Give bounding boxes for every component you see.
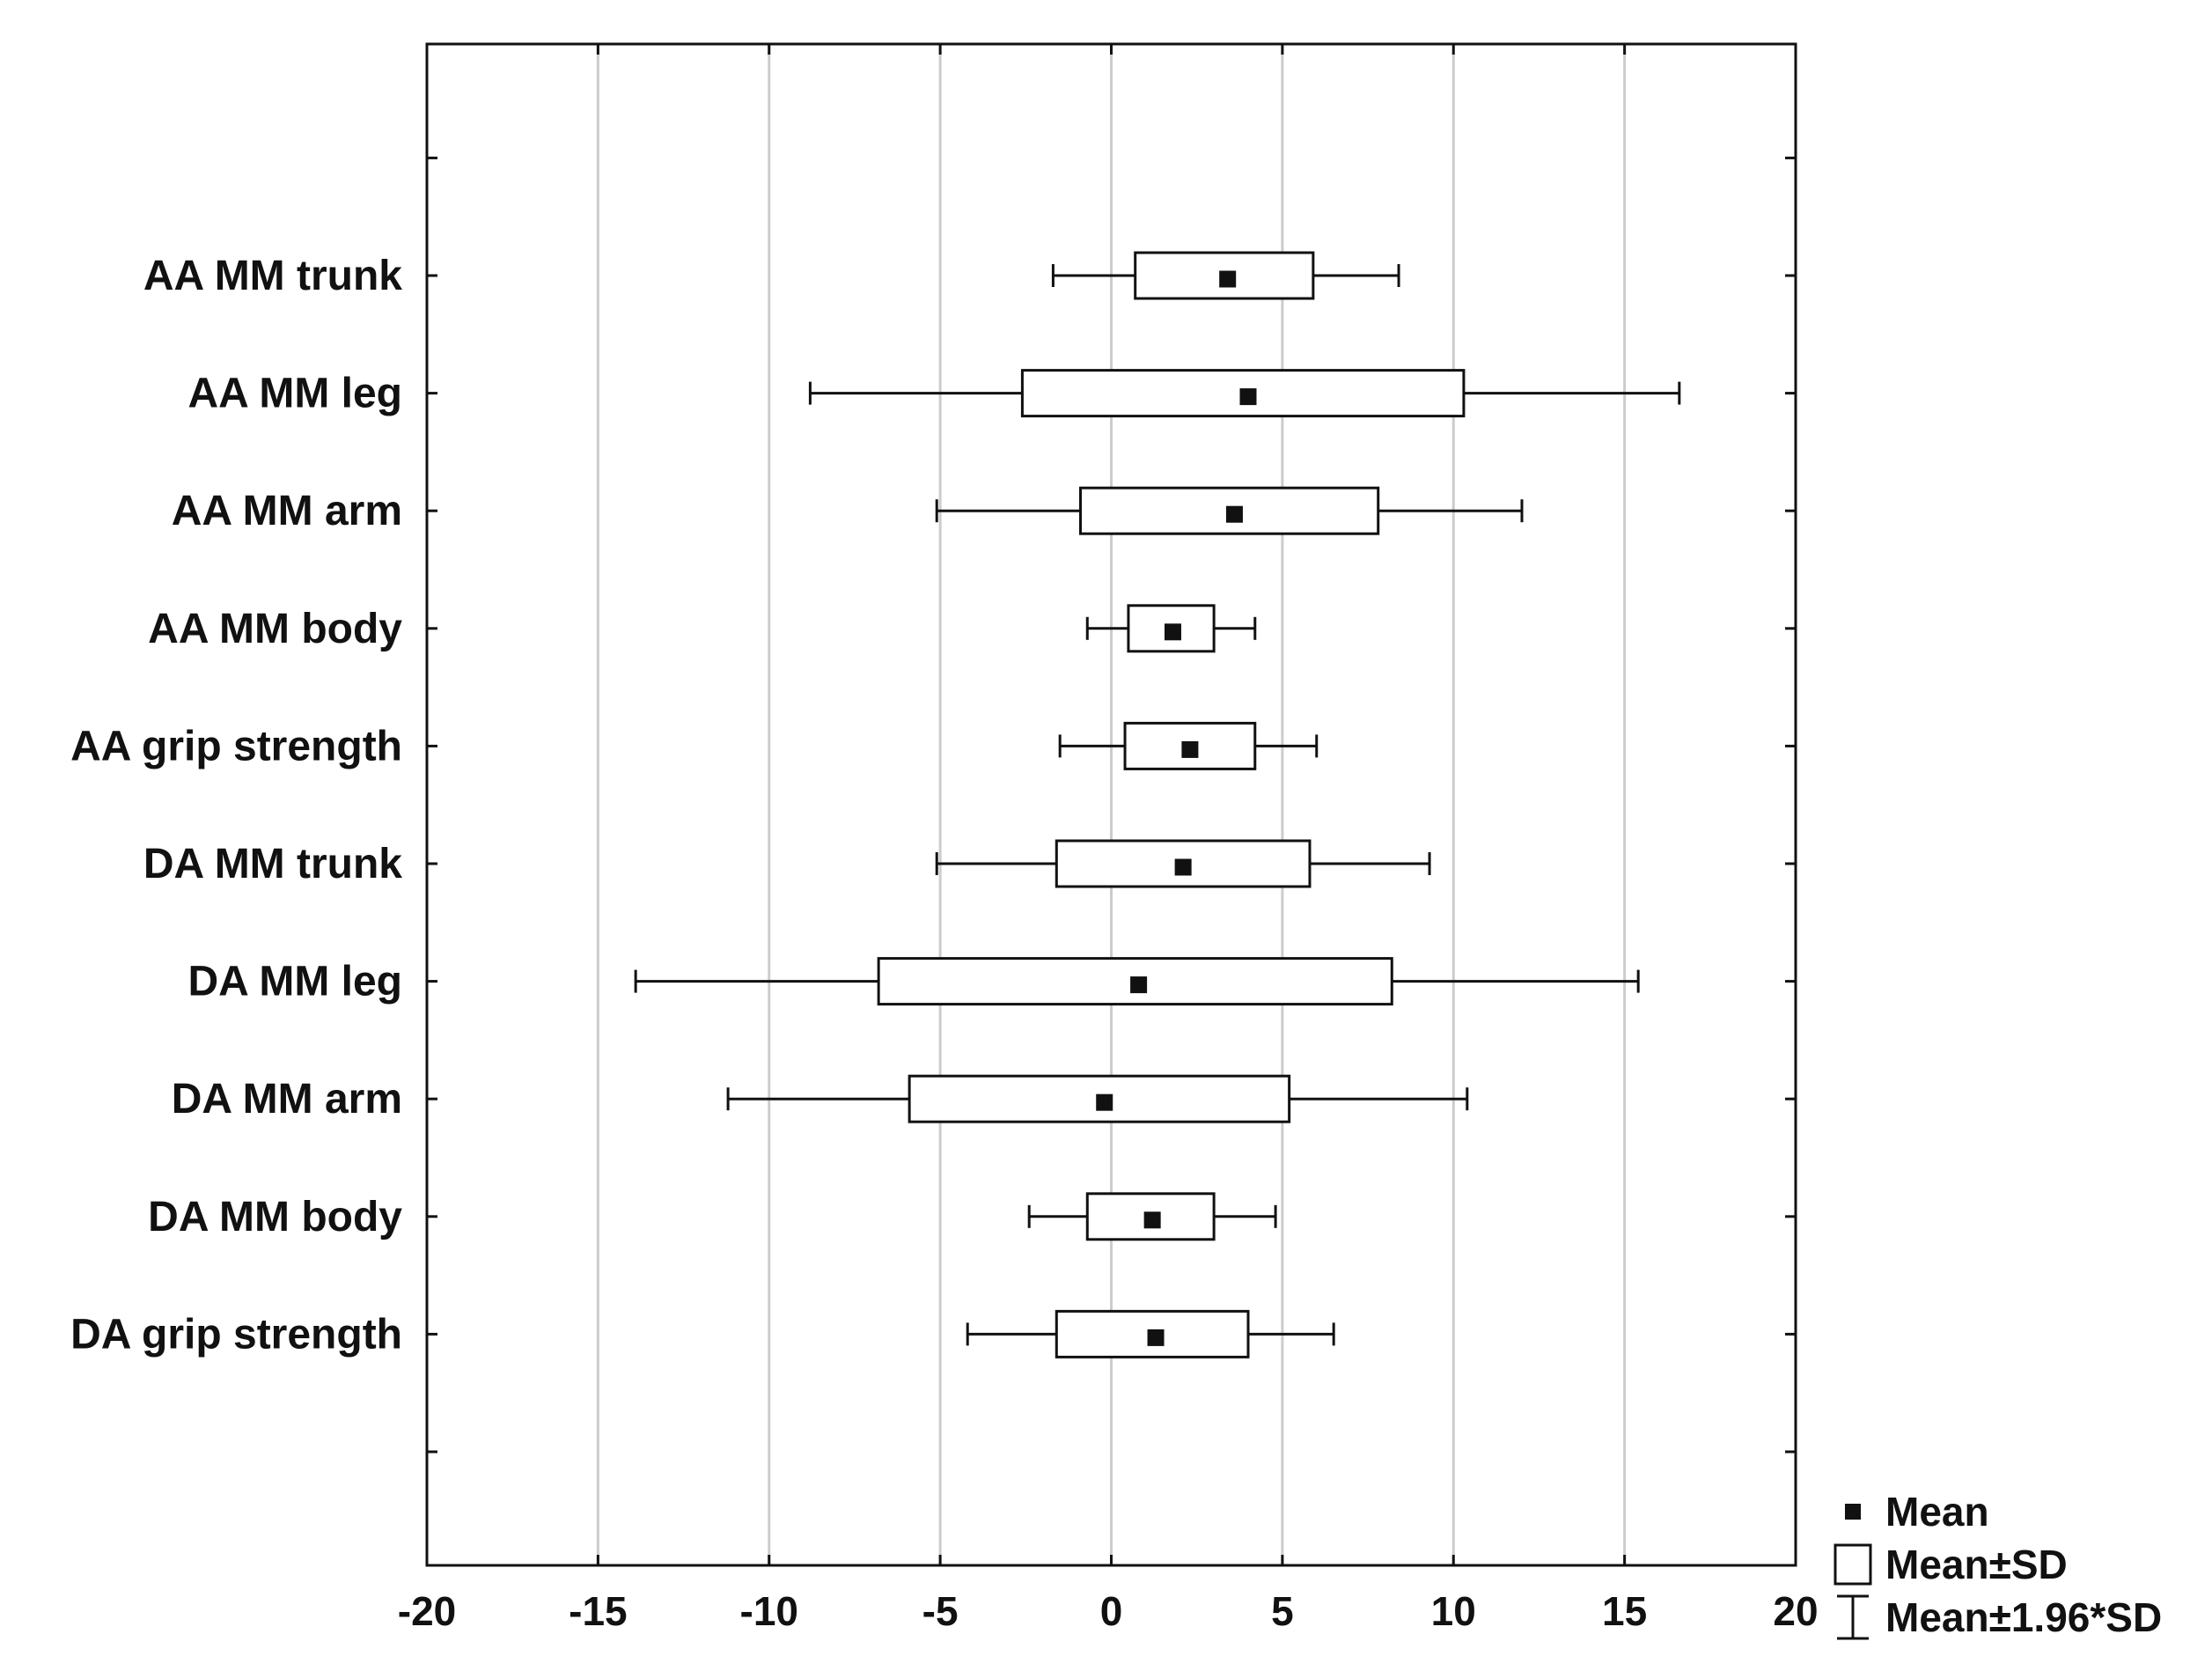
category-label: DA grip strength	[70, 1311, 402, 1358]
box-group	[808, 369, 1681, 418]
mean-marker	[1164, 623, 1181, 641]
category-label: AA MM body	[148, 606, 402, 652]
legend-item: Mean	[1845, 1489, 1989, 1535]
x-tick-label: -20	[398, 1588, 456, 1634]
sd-box	[1127, 604, 1216, 653]
box-group	[1027, 1192, 1277, 1241]
x-tick-label: -10	[740, 1588, 798, 1634]
x-tick-label: -15	[569, 1588, 627, 1634]
x-tick-label: 20	[1773, 1588, 1818, 1634]
legend-item: Mean±SD	[1834, 1542, 2068, 1587]
legend-mean-icon	[1845, 1504, 1861, 1520]
category-label: DA MM leg	[187, 959, 402, 1005]
legend-label: Mean±1.96*SD	[1885, 1594, 2162, 1640]
sd-box	[1055, 1309, 1250, 1358]
legend-item: Mean±1.96*SD	[1837, 1594, 2162, 1640]
box-group	[935, 839, 1431, 888]
box-group	[1085, 604, 1257, 653]
legend-sd-icon	[1834, 1543, 1872, 1586]
box-group	[935, 486, 1524, 535]
legend-label: Mean±SD	[1885, 1542, 2068, 1587]
mean-marker	[1181, 740, 1199, 758]
x-tick-label: 10	[1431, 1588, 1476, 1634]
mean-marker	[1219, 270, 1237, 288]
mean-marker	[1143, 1211, 1161, 1229]
plot-area	[634, 251, 1681, 1358]
mean-marker	[1239, 388, 1257, 406]
box-group	[1058, 721, 1319, 770]
category-label: DA MM body	[148, 1194, 402, 1240]
category-label: AA MM leg	[187, 371, 402, 417]
category-label: AA MM trunk	[143, 253, 402, 299]
mean-marker	[1225, 505, 1243, 523]
box-group	[966, 1309, 1335, 1358]
legend: Mean Mean±SD Mean±1.96*SD	[1834, 1489, 2162, 1640]
box-group	[726, 1074, 1469, 1123]
category-label: AA grip strength	[70, 723, 402, 769]
box-group	[634, 957, 1640, 1006]
category-label: AA MM arm	[172, 488, 402, 534]
mean-marker	[1130, 976, 1148, 994]
mean-marker	[1147, 1329, 1165, 1346]
x-tick-label: -5	[922, 1588, 959, 1634]
legend-label: Mean	[1885, 1489, 1989, 1535]
x-tick-label: 15	[1602, 1588, 1647, 1634]
x-tick-label: 5	[1271, 1588, 1294, 1634]
x-tick-label: 0	[1100, 1588, 1123, 1634]
mean-marker	[1174, 858, 1192, 876]
category-label: DA MM trunk	[143, 841, 402, 887]
axes: -20 -15 -10 -5 0 5 10 15 20 AA MM trunk AA MM leg A…	[70, 42, 1819, 1634]
mean-marker	[1096, 1093, 1113, 1111]
category-label: DA MM arm	[172, 1076, 402, 1123]
box-group	[1051, 251, 1400, 300]
